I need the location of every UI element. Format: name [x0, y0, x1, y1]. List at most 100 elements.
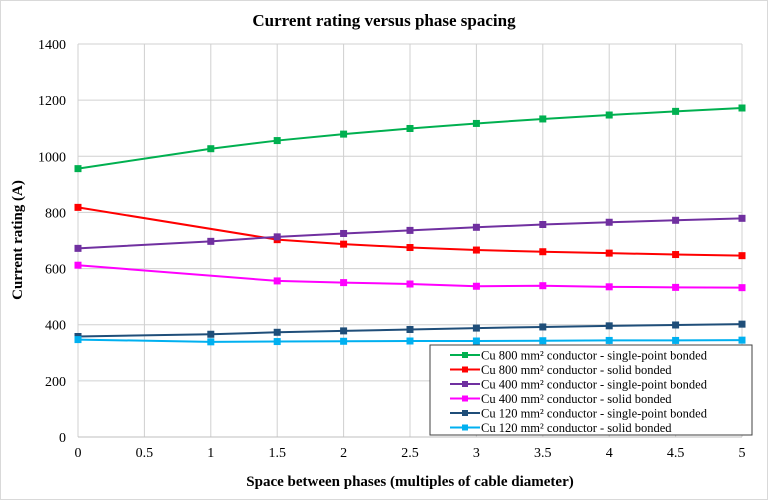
data-point: [340, 327, 348, 335]
y-tick-labels: 0 200 400 600 800 1000 1200 1400: [38, 38, 66, 446]
data-point: [406, 226, 414, 234]
legend-swatch-marker: [462, 424, 468, 431]
x-tick-label: 4.5: [667, 446, 685, 461]
data-point: [472, 246, 480, 254]
data-point: [672, 251, 680, 259]
data-point: [672, 321, 680, 329]
data-point: [738, 284, 746, 292]
y-tick-label: 600: [45, 263, 66, 278]
data-point: [539, 337, 547, 345]
data-point: [273, 277, 281, 285]
legend-item: Cu 800 mm² conductor - solid bonded: [450, 363, 672, 377]
chart-title: Current rating versus phase spacing: [252, 11, 516, 30]
data-point: [340, 229, 348, 237]
series-line: [77, 217, 743, 250]
y-tick-label: 1400: [38, 38, 66, 53]
data-point: [672, 336, 680, 344]
x-tick-label: 2: [340, 446, 347, 461]
series-line: [77, 107, 743, 170]
y-tick-label: 400: [45, 319, 66, 334]
legend-label: Cu 120 mm² conductor - solid bonded: [481, 421, 672, 435]
data-point: [738, 252, 746, 260]
data-point: [340, 130, 348, 138]
series-line: [77, 323, 743, 338]
data-point: [672, 283, 680, 291]
x-tick-label: 0.5: [136, 446, 154, 461]
legend-swatch-marker: [462, 352, 468, 358]
x-tick-label: 3.5: [534, 446, 552, 461]
data-point: [539, 282, 547, 290]
data-point: [340, 240, 348, 248]
data-point: [472, 337, 480, 345]
legend-swatch-marker: [462, 395, 468, 402]
y-tick-label: 200: [45, 375, 66, 390]
data-point: [605, 283, 613, 291]
data-point: [605, 249, 613, 257]
legend-label: Cu 800 mm² conductor - single-point bond…: [481, 349, 708, 363]
x-tick-label: 5: [739, 446, 746, 461]
data-point: [207, 145, 215, 153]
data-point: [74, 165, 82, 173]
y-tick-label: 1200: [38, 94, 66, 109]
data-point: [74, 336, 82, 344]
data-point: [472, 119, 480, 127]
legend-label: Cu 400 mm² conductor - single-point bond…: [481, 378, 708, 392]
data-point: [738, 214, 746, 222]
legend-item: Cu 120 mm² conductor - solid bonded: [450, 421, 672, 435]
data-point: [406, 244, 414, 252]
data-point: [539, 220, 547, 228]
legend: Cu 800 mm² conductor - single-point bond…: [429, 344, 753, 436]
data-point: [273, 233, 281, 241]
data-point: [207, 330, 215, 338]
y-tick-label: 800: [45, 206, 66, 221]
data-point: [406, 280, 414, 288]
data-point: [472, 324, 480, 332]
x-tick-label: 1: [207, 446, 214, 461]
legend-swatch-marker: [462, 410, 468, 416]
legend-item: Cu 400 mm² conductor - single-point bond…: [450, 378, 708, 392]
data-point: [539, 248, 547, 256]
data-point: [738, 336, 746, 344]
series-group: [74, 104, 746, 346]
series-line: [77, 338, 743, 343]
data-point: [74, 203, 82, 211]
data-point: [605, 218, 613, 226]
data-point: [207, 237, 215, 245]
legend-label: Cu 120 mm² conductor - single-point bond…: [481, 407, 708, 421]
data-point: [738, 104, 746, 112]
y-tick-label: 1000: [38, 150, 66, 165]
x-tick-label: 3: [473, 446, 480, 461]
legend-label: Cu 400 mm² conductor - solid bonded: [481, 392, 672, 406]
data-point: [605, 322, 613, 330]
data-point: [605, 111, 613, 119]
x-tick-labels: 0 0.5 1 1.5 2 2.5 3 3.5 4 4.5 5: [75, 446, 746, 461]
data-point: [74, 261, 82, 269]
series-3: [74, 261, 746, 292]
x-axis-label: Space between phases (multiples of cable…: [246, 474, 573, 490]
data-point: [672, 216, 680, 224]
legend-item: Cu 400 mm² conductor - solid bonded: [450, 392, 672, 406]
data-point: [273, 137, 281, 145]
data-point: [605, 336, 613, 344]
data-point: [539, 323, 547, 331]
data-point: [472, 282, 480, 290]
legend-swatch-marker: [462, 366, 468, 373]
legend-label: Cu 800 mm² conductor - solid bonded: [481, 363, 672, 377]
data-point: [539, 115, 547, 123]
data-point: [273, 338, 281, 346]
legend-box: [429, 344, 753, 436]
x-tick-label: 2.5: [401, 446, 419, 461]
legend-item: Cu 120 mm² conductor - single-point bond…: [450, 407, 708, 421]
legend-swatch-marker: [462, 381, 468, 387]
data-point: [340, 279, 348, 287]
y-axis-label: Current rating (A): [10, 180, 26, 300]
data-point: [672, 107, 680, 115]
data-point: [207, 338, 215, 346]
data-point: [406, 337, 414, 345]
legend-item: Cu 800 mm² conductor - single-point bond…: [450, 349, 708, 363]
x-tick-label: 1.5: [268, 446, 286, 461]
data-point: [738, 320, 746, 328]
series-5: [74, 336, 746, 346]
data-point: [340, 337, 348, 345]
